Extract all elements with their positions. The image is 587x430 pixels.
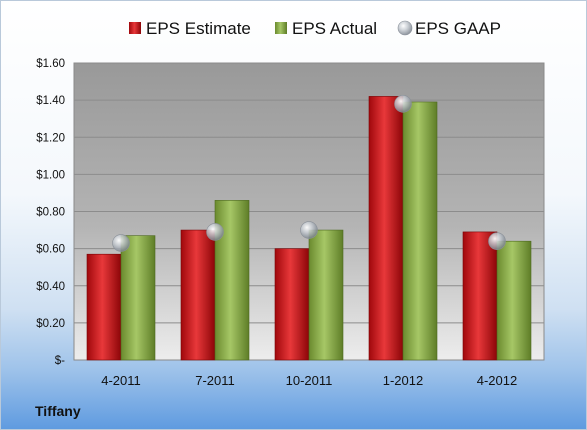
bar-eps-actual [496, 240, 532, 361]
legend-label: EPS GAAP [415, 19, 501, 38]
legend-swatch-actual [275, 22, 287, 34]
y-tick-label: $- [55, 355, 65, 367]
company-label: Tiffany [35, 403, 81, 419]
bar-eps-estimate [462, 231, 498, 361]
y-tick-label: $0.60 [36, 244, 65, 256]
gaap-markers [112, 95, 506, 252]
bar-eps-estimate [180, 229, 216, 361]
bar-eps-estimate [274, 248, 310, 361]
y-tick-label: $0.20 [36, 318, 65, 330]
x-tick-label: 7-2011 [195, 373, 235, 388]
marker-eps-gaap [488, 232, 506, 250]
bar-eps-actual [214, 200, 250, 361]
y-tick-label: $1.60 [36, 58, 65, 70]
bar-eps-actual [120, 235, 156, 361]
y-tick-label: $0.80 [36, 207, 65, 219]
y-tick-label: $0.40 [36, 281, 65, 293]
marker-eps-gaap [300, 221, 318, 239]
marker-eps-gaap [206, 223, 224, 241]
x-tick-label: 4-2011 [101, 373, 141, 388]
legend-swatch-estimate [129, 22, 141, 34]
legend-swatch-gaap [397, 20, 413, 36]
x-tick-label: 4-2012 [477, 373, 517, 388]
y-tick-label: $1.00 [36, 169, 65, 181]
bar-eps-actual [402, 101, 438, 361]
legend-label: EPS Estimate [146, 19, 251, 38]
bar-eps-actual [308, 229, 344, 361]
legend: EPS Estimate EPS Actual EPS GAAP [129, 19, 501, 38]
y-axis: $- $0.20 $0.40 $0.60 $0.80 $1.00 $1.20 $1.40 $1.… [36, 58, 65, 367]
marker-eps-gaap [112, 234, 130, 252]
bar-eps-estimate [368, 96, 404, 361]
legend-label: EPS Actual [292, 19, 377, 38]
marker-eps-gaap [394, 95, 412, 113]
x-tick-label: 10-2011 [286, 373, 333, 388]
y-tick-label: $1.20 [36, 132, 65, 144]
bar-eps-estimate [86, 253, 122, 361]
bars [86, 96, 532, 361]
x-tick-label: 1-2012 [383, 373, 423, 388]
y-tick-label: $1.40 [36, 95, 65, 107]
x-axis: 4-2011 7-2011 10-2011 1-2012 4-2012 [101, 373, 517, 388]
